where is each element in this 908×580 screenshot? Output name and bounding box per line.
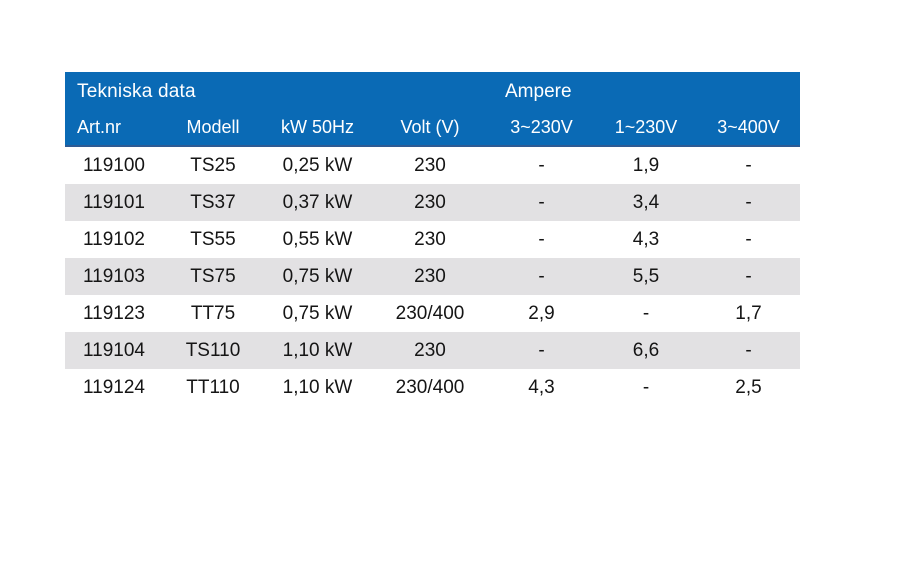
table-title: Tekniska data	[77, 81, 196, 102]
cell-3-230v: 2,9	[528, 302, 555, 324]
cell-volt: 230	[414, 191, 446, 213]
cell-3-230v: -	[538, 265, 545, 287]
cell-artnr: 119124	[83, 376, 145, 398]
cell-modell: TS110	[185, 339, 241, 361]
cell-1-230v: 4,3	[632, 228, 660, 250]
cell-3-230v: 4,3	[528, 376, 555, 398]
cell-kw: 0,75 kW	[282, 265, 353, 287]
table-row: 119100 TS25 0,25 kW 230 - 1,9 -	[65, 147, 800, 184]
cell-volt: 230	[414, 228, 446, 250]
cell-volt: 230	[414, 154, 446, 176]
cell-artnr: 119102	[83, 228, 145, 250]
cell-3-230v: -	[538, 228, 545, 250]
cell-kw: 0,25 kW	[282, 154, 353, 176]
cell-volt: 230/400	[395, 302, 465, 324]
cell-artnr: 119101	[83, 191, 145, 213]
table-row: 119124 TT110 1,10 kW 230/400 4,3 - 2,5	[65, 369, 800, 406]
cell-3-400v: -	[745, 154, 752, 176]
column-header-1-230v: 1~230V	[614, 117, 678, 137]
cell-3-400v: -	[745, 191, 752, 213]
cell-1-230v: 5,5	[632, 265, 660, 287]
cell-artnr: 119123	[83, 302, 145, 324]
cell-1-230v: -	[642, 376, 650, 398]
column-header-3-400v: 3~400V	[717, 117, 780, 137]
table-header: Tekniska data Ampere Art.nr Modell kW 50…	[65, 72, 800, 147]
cell-kw: 1,10 kW	[282, 339, 353, 361]
table-row: 119103 TS75 0,75 kW 230 - 5,5 -	[65, 258, 800, 295]
cell-1-230v: -	[642, 302, 650, 324]
table-row: 119102 TS55 0,55 kW 230 - 4,3 -	[65, 221, 800, 258]
technical-data-table: Tekniska data Ampere Art.nr Modell kW 50…	[65, 72, 800, 406]
cell-3-400v: -	[745, 339, 752, 361]
cell-kw: 0,37 kW	[282, 191, 353, 213]
cell-3-230v: -	[538, 191, 545, 213]
cell-3-230v: -	[538, 339, 545, 361]
cell-volt: 230	[414, 339, 446, 361]
cell-artnr: 119103	[83, 265, 145, 287]
table-body: 119100 TS25 0,25 kW 230 - 1,9 - 119101 T…	[65, 147, 800, 406]
cell-kw: 1,10 kW	[282, 376, 353, 398]
cell-modell: TS25	[190, 154, 236, 176]
cell-3-230v: -	[538, 154, 545, 176]
table-row: 119101 TS37 0,37 kW 230 - 3,4 -	[65, 184, 800, 221]
table-column-header-row: Art.nr Modell kW 50Hz Volt (V) 3~230V 1~…	[65, 110, 800, 145]
cell-1-230v: 1,9	[632, 154, 660, 176]
cell-modell: TS37	[190, 191, 236, 213]
cell-3-400v: 2,5	[735, 376, 762, 398]
cell-1-230v: 3,4	[632, 191, 660, 213]
ampere-group-label: Ampere	[505, 81, 572, 102]
column-header-volt: Volt (V)	[400, 117, 460, 137]
cell-modell: TS55	[190, 228, 236, 250]
column-header-kw50hz: kW 50Hz	[280, 117, 354, 137]
cell-3-400v: 1,7	[735, 302, 762, 324]
column-header-artnr: Art.nr	[77, 117, 122, 137]
cell-artnr: 119100	[83, 154, 145, 176]
cell-3-400v: -	[745, 228, 752, 250]
cell-modell: TT75	[190, 302, 236, 324]
cell-1-230v: 6,6	[632, 339, 660, 361]
column-header-3-230v: 3~230V	[510, 117, 573, 137]
cell-artnr: 119104	[83, 339, 145, 361]
table-header-top-row: Tekniska data Ampere	[65, 72, 800, 110]
cell-kw: 0,55 kW	[282, 228, 353, 250]
column-header-modell: Modell	[186, 117, 240, 137]
cell-3-400v: -	[745, 265, 752, 287]
cell-volt: 230	[414, 265, 446, 287]
cell-volt: 230/400	[395, 376, 465, 398]
cell-modell: TT110	[186, 376, 240, 398]
table-row: 119123 TT75 0,75 kW 230/400 2,9 - 1,7	[65, 295, 800, 332]
cell-kw: 0,75 kW	[282, 302, 353, 324]
table-row: 119104 TS110 1,10 kW 230 - 6,6 -	[65, 332, 800, 369]
cell-modell: TS75	[190, 265, 236, 287]
